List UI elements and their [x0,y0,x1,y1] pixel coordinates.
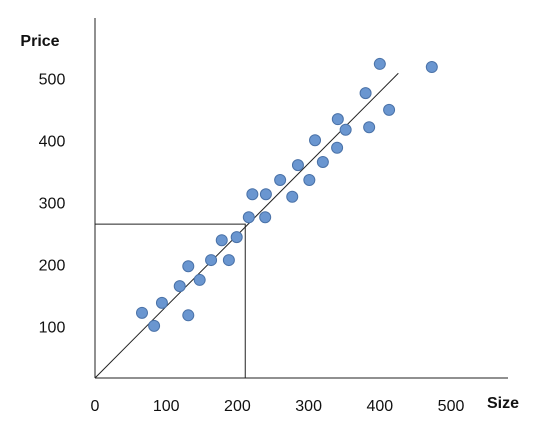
point [363,121,376,134]
point [316,156,329,168]
x-tick-label: 300 [295,398,322,415]
guide-lines [95,223,246,378]
point [425,61,438,74]
y-tick-label: 100 [39,320,66,337]
y-tick-label: 500 [39,71,66,88]
point [182,309,195,322]
point [242,211,255,224]
point [303,174,316,186]
x-tick-label: 100 [153,398,180,415]
point [331,113,344,126]
point [222,254,235,267]
point [155,296,168,309]
point [339,123,352,136]
point [173,280,186,293]
point [286,190,299,203]
point [230,231,243,244]
y-tick-label: 300 [39,195,66,212]
point [215,234,228,247]
y-tick-label: 400 [39,133,66,150]
point [246,188,259,201]
x-tick-label: 400 [366,398,393,415]
x-axis-label: Size [487,395,519,412]
point [193,273,206,286]
x-tick-label: 500 [438,398,465,415]
point [291,159,304,172]
point [148,319,161,332]
point [359,87,372,100]
point [205,254,218,267]
point [373,57,386,70]
y-axis-label: Price [20,33,59,50]
x-tick-label: 0 [91,398,100,415]
point [331,141,344,154]
point [135,306,148,319]
point [309,134,322,147]
trend-line [94,72,399,379]
point [274,174,287,186]
point [259,188,272,201]
x-tick-label: 200 [224,398,251,415]
point [182,260,195,273]
point [259,211,272,224]
point [383,103,396,116]
y-tick-label: 200 [39,257,66,274]
